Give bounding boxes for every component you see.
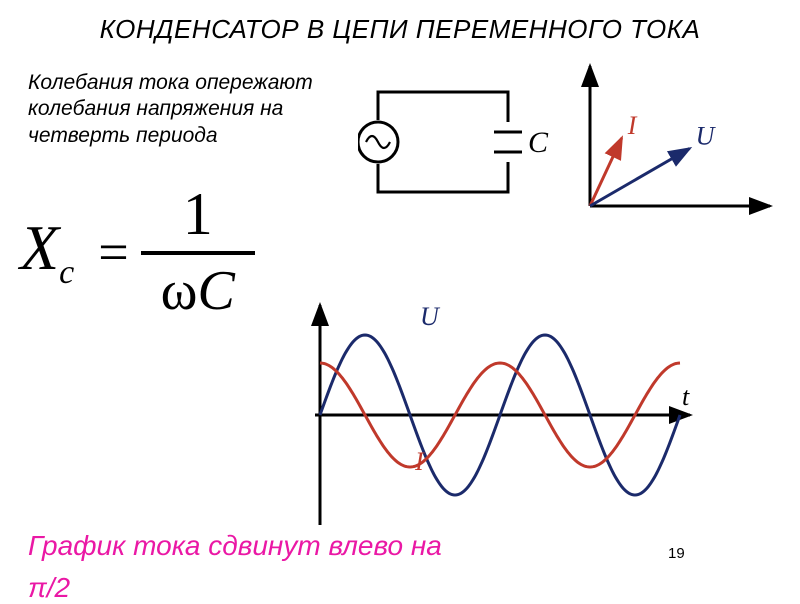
formula-eq: = [98, 221, 128, 283]
circuit-diagram: C [358, 72, 558, 227]
svg-text:U: U [420, 302, 441, 331]
formula-denominator: ωC [141, 255, 255, 323]
formula-numerator: 1 [141, 180, 255, 251]
formula-lhs: Xc [20, 211, 74, 292]
svg-text:t: t [682, 382, 690, 411]
svg-text:U: U [696, 122, 717, 151]
formula-fraction: 1 ωC [141, 180, 255, 323]
svg-text:I: I [414, 447, 425, 476]
svg-text:C: C [528, 126, 549, 159]
caption-pi2: π/2 [28, 572, 70, 604]
page-title: КОНДЕНСАТОР В ЦЕПИ ПЕРЕМЕННОГО ТОКА [0, 14, 800, 45]
sine-graph: t U I [300, 300, 700, 535]
subtitle-text: Колебания тока опережают колебания напря… [28, 70, 348, 149]
phasor-diagram: IU [570, 56, 790, 241]
svg-text:I: I [627, 111, 638, 140]
page-number: 19 [668, 545, 685, 562]
caption-text: График тока сдвинут влево на [28, 530, 768, 562]
